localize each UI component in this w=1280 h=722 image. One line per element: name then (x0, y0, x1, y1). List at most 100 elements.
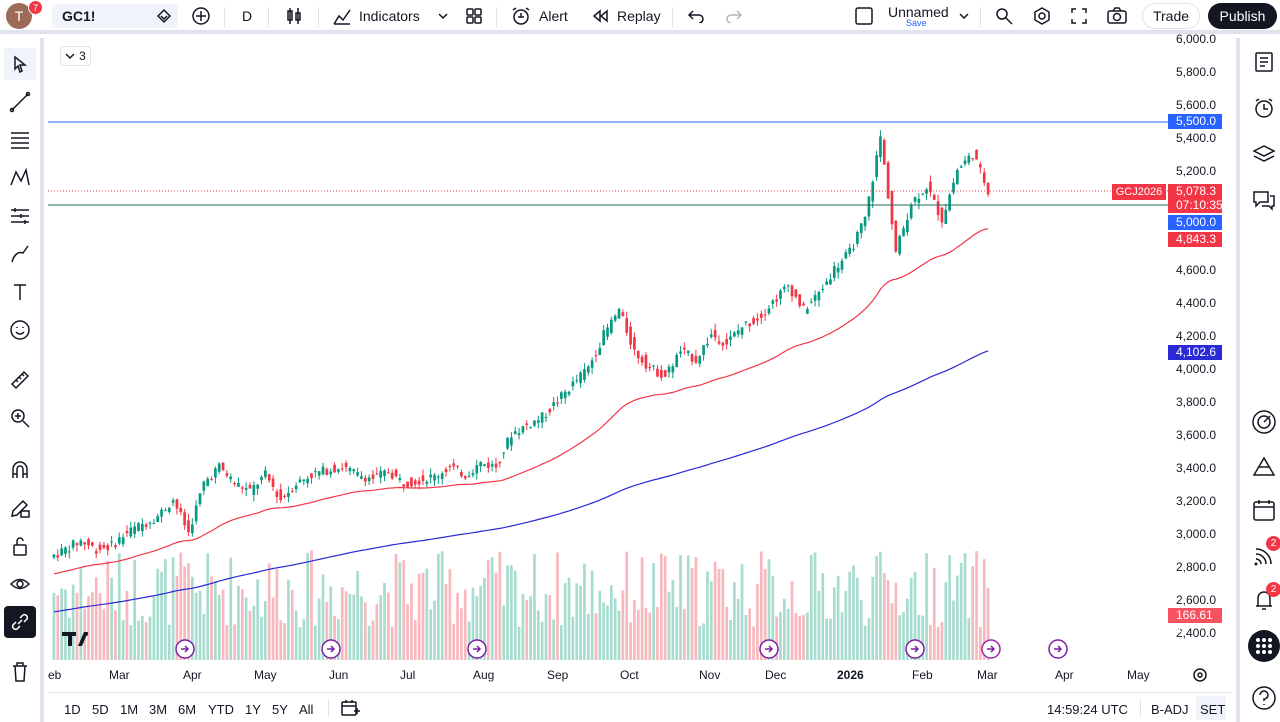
settings-icon[interactable] (1032, 0, 1052, 32)
volume-bar (763, 569, 767, 660)
pattern-mountain-icon[interactable] (1248, 450, 1280, 482)
candle-body (421, 475, 425, 481)
volume-bar (367, 625, 371, 660)
price-tick: 2,400.0 (1176, 626, 1217, 640)
user-avatar[interactable]: T (6, 3, 32, 29)
range-6m[interactable]: 6M (178, 702, 197, 717)
compare-icon[interactable] (155, 0, 173, 32)
candle-body (187, 520, 190, 533)
layouts-icon[interactable] (465, 0, 483, 32)
candle-body (602, 330, 605, 346)
text-icon[interactable] (4, 276, 36, 308)
redo-icon[interactable] (725, 0, 743, 32)
price-scale[interactable]: 6,000.0 5,800.0 5,600.0 5,400.0 5,200.0 … (1168, 32, 1232, 660)
price-chart[interactable] (48, 38, 1168, 688)
ruler-icon[interactable] (4, 364, 36, 396)
candle-body (609, 319, 613, 334)
candle-body (683, 347, 686, 350)
emoji-icon[interactable] (4, 314, 36, 346)
trash-icon[interactable] (4, 656, 36, 688)
notification-bell-icon[interactable] (1248, 584, 1280, 616)
magnet-icon[interactable] (4, 454, 36, 486)
help-icon[interactable] (1248, 682, 1280, 714)
zoom-in-icon[interactable] (4, 402, 36, 434)
time-scale-settings-icon[interactable] (1192, 667, 1208, 688)
forecast-icon[interactable] (4, 200, 36, 232)
undo-icon[interactable] (687, 0, 705, 32)
lock-icon[interactable] (4, 530, 36, 562)
candles-icon[interactable] (285, 0, 303, 32)
candle-body (79, 540, 83, 546)
candle-body (221, 462, 225, 471)
layout-save-status[interactable]: Save (906, 18, 927, 28)
candle-body (679, 351, 682, 354)
range-3m[interactable]: 3M (149, 702, 168, 717)
interval-button[interactable]: D (242, 8, 253, 24)
time-tick: Nov (699, 668, 721, 682)
camera-icon[interactable] (1106, 0, 1128, 32)
pencil-lock-icon[interactable] (4, 492, 36, 524)
trend-line-icon[interactable] (4, 86, 36, 118)
chevron-down-icon[interactable] (437, 0, 449, 32)
layout-checkbox-icon[interactable] (854, 0, 874, 32)
range-ytd[interactable]: YTD (208, 702, 234, 717)
layout-name[interactable]: Unnamed (888, 4, 949, 20)
clock-utc[interactable]: 14:59:24 UTC (1047, 702, 1128, 717)
volume-bar (798, 615, 802, 660)
range-1m[interactable]: 1M (120, 702, 139, 717)
candle-body (52, 554, 56, 558)
candle-body (886, 162, 890, 199)
eye-icon[interactable] (4, 568, 36, 600)
calendar-icon[interactable] (1248, 494, 1280, 526)
range-all[interactable]: All (299, 702, 314, 717)
range-1d[interactable]: 1D (64, 702, 81, 717)
alert-button[interactable]: Alert (539, 8, 568, 24)
alarm-icon[interactable] (510, 0, 532, 32)
replay-button[interactable]: Replay (617, 8, 661, 24)
volume-bar (625, 551, 629, 660)
candle-body (333, 464, 336, 473)
symbol-label[interactable]: GC1! (62, 8, 96, 24)
chat-icon[interactable] (1248, 184, 1280, 216)
candle-body (348, 467, 352, 472)
tradingview-logo[interactable] (62, 632, 89, 646)
candle-body (398, 478, 402, 480)
quick-search-icon[interactable] (994, 0, 1014, 32)
trade-button[interactable]: Trade (1142, 3, 1200, 29)
publish-button[interactable]: Publish (1208, 3, 1277, 29)
alerts-clock-icon[interactable] (1248, 92, 1280, 124)
volume-bar (659, 553, 663, 660)
pattern-icon[interactable] (4, 162, 36, 194)
volume-bar (571, 616, 575, 660)
session-toggle[interactable]: SET (1200, 702, 1226, 717)
volume-bar (483, 577, 486, 660)
layers-icon[interactable] (1248, 138, 1280, 170)
target-icon[interactable] (1248, 406, 1280, 438)
volume-bar (271, 597, 275, 660)
link-icon[interactable] (4, 606, 36, 638)
apps-grid-icon[interactable] (1248, 630, 1280, 662)
add-symbol-icon[interactable] (191, 0, 211, 32)
indicators-button[interactable]: Indicators (359, 8, 420, 24)
chevron-down-icon[interactable] (958, 0, 970, 32)
fullscreen-icon[interactable] (1070, 0, 1088, 32)
candle-body (475, 465, 479, 474)
brush-icon[interactable] (4, 238, 36, 270)
candle-body (636, 351, 640, 359)
legend-collapse-button[interactable]: 3 (60, 46, 91, 66)
volume-bar (340, 587, 344, 660)
adjustment-toggle[interactable]: B-ADJ (1151, 702, 1189, 717)
range-1y[interactable]: 1Y (245, 702, 261, 717)
cursor-icon[interactable] (4, 48, 36, 80)
candle-body (744, 321, 748, 323)
indicators-icon[interactable] (332, 0, 352, 32)
calendar-range-icon[interactable] (340, 699, 360, 720)
range-5y[interactable]: 5Y (272, 702, 288, 717)
replay-icon[interactable] (591, 0, 609, 32)
candle-body (782, 286, 786, 290)
ideas-stream-icon[interactable] (1248, 540, 1280, 572)
volume-bars (52, 550, 990, 660)
fib-retracement-icon[interactable] (4, 124, 36, 156)
watchlist-icon[interactable] (1248, 46, 1280, 78)
range-5d[interactable]: 5D (92, 702, 109, 717)
